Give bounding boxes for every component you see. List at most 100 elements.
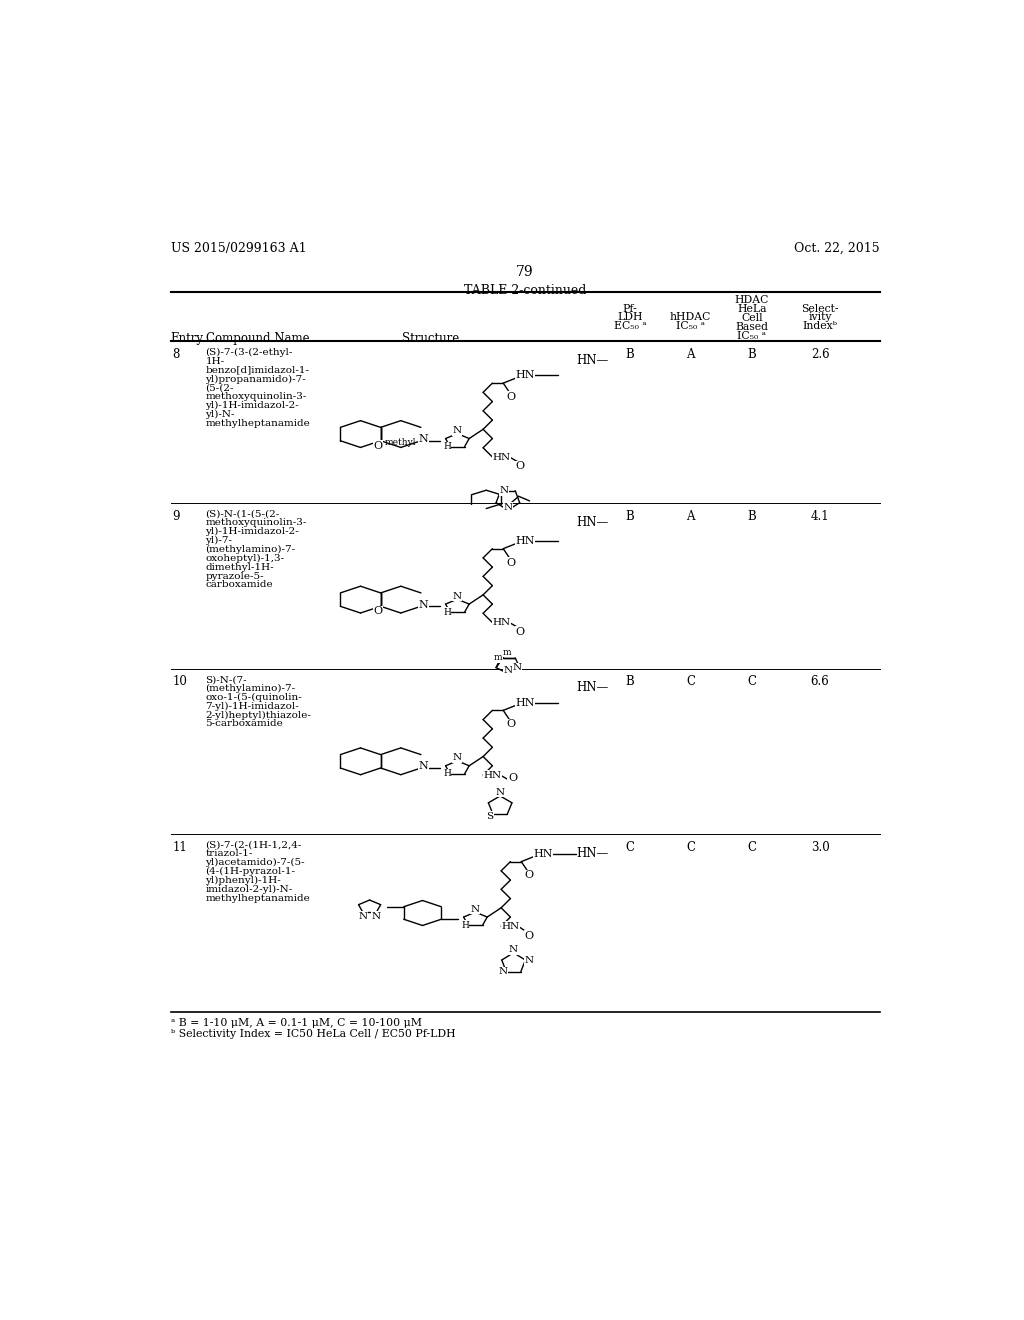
Text: yl)acetamido)-7-(5-: yl)acetamido)-7-(5-	[206, 858, 305, 867]
Text: dimethyl-1H-: dimethyl-1H-	[206, 562, 274, 572]
Text: 4.1: 4.1	[811, 510, 829, 523]
Text: (5-(2-: (5-(2-	[206, 383, 234, 392]
Text: N: N	[358, 912, 368, 920]
Text: HN: HN	[515, 371, 535, 380]
Text: B: B	[748, 510, 757, 523]
Text: 3.0: 3.0	[811, 841, 829, 854]
Text: yl)-N-: yl)-N-	[206, 409, 234, 418]
Text: O: O	[507, 719, 515, 729]
Text: O: O	[374, 606, 383, 616]
Text: HN: HN	[515, 536, 535, 546]
Text: yl)-7-: yl)-7-	[206, 536, 232, 545]
Text: 9: 9	[172, 510, 179, 523]
Text: H: H	[443, 770, 451, 779]
Text: yl)propanamido)-7-: yl)propanamido)-7-	[206, 375, 306, 384]
Text: (S)-7-(2-(1H-1,2,4-: (S)-7-(2-(1H-1,2,4-	[206, 841, 302, 850]
Text: Based: Based	[735, 322, 768, 333]
Text: N: N	[471, 904, 480, 913]
Text: 10: 10	[172, 675, 187, 688]
Text: HN: HN	[534, 849, 553, 859]
Text: yl)phenyl)-1H-: yl)phenyl)-1H-	[206, 876, 282, 886]
Text: methylheptanamide: methylheptanamide	[206, 894, 310, 903]
Text: S: S	[486, 812, 494, 821]
Text: N: N	[499, 486, 508, 495]
Text: HN: HN	[502, 921, 519, 931]
Text: O: O	[524, 870, 534, 880]
Text: HN—: HN—	[575, 681, 608, 694]
Text: Cell: Cell	[741, 313, 763, 323]
Text: IC₅₀ ᵃ: IC₅₀ ᵃ	[676, 321, 706, 331]
Text: (methylamino)-7-: (methylamino)-7-	[206, 545, 296, 554]
Text: O: O	[516, 627, 525, 636]
Text: oxoheptyl)-1,3-: oxoheptyl)-1,3-	[206, 554, 285, 562]
Text: C: C	[686, 841, 695, 854]
Text: A: A	[686, 348, 695, 360]
Text: Select-: Select-	[802, 304, 839, 314]
Text: HN—: HN—	[575, 847, 608, 859]
Text: methoxyquinolin-3-: methoxyquinolin-3-	[206, 392, 307, 401]
Text: N: N	[524, 956, 534, 965]
Text: O: O	[374, 441, 383, 451]
Text: A: A	[686, 510, 695, 523]
Text: B: B	[626, 675, 635, 688]
Text: LDH: LDH	[617, 313, 643, 322]
Text: N: N	[419, 434, 428, 445]
Text: Pf-: Pf-	[623, 304, 638, 314]
Text: H: H	[443, 607, 451, 616]
Text: C: C	[748, 841, 757, 854]
Text: H: H	[443, 442, 451, 451]
Text: Indexᵇ: Indexᵇ	[803, 321, 838, 331]
Text: HeLa: HeLa	[737, 305, 767, 314]
Text: N: N	[453, 591, 462, 601]
Text: HN: HN	[493, 453, 511, 462]
Text: TABLE 2-continued: TABLE 2-continued	[464, 284, 586, 297]
Text: C: C	[686, 675, 695, 688]
Text: N: N	[372, 912, 381, 920]
Text: 5-carboxamide: 5-carboxamide	[206, 719, 284, 729]
Text: methyl: methyl	[385, 438, 416, 447]
Text: (S)-7-(3-(2-ethyl-: (S)-7-(3-(2-ethyl-	[206, 348, 293, 356]
Text: 79: 79	[516, 264, 534, 279]
Text: 11: 11	[172, 841, 187, 854]
Text: Structure: Structure	[401, 331, 459, 345]
Text: 2-yl)heptyl)thiazole-: 2-yl)heptyl)thiazole-	[206, 710, 311, 719]
Text: (4-(1H-pyrazol-1-: (4-(1H-pyrazol-1-	[206, 867, 296, 876]
Text: yl)-1H-imidazol-2-: yl)-1H-imidazol-2-	[206, 527, 299, 536]
Text: H: H	[461, 920, 469, 929]
Text: B: B	[626, 510, 635, 523]
Text: Oct. 22, 2015: Oct. 22, 2015	[795, 242, 880, 255]
Text: benzo[d]imidazol-1-: benzo[d]imidazol-1-	[206, 366, 309, 375]
Text: HN—: HN—	[575, 354, 608, 367]
Text: B: B	[626, 348, 635, 360]
Text: C: C	[626, 841, 635, 854]
Text: 1H-: 1H-	[206, 356, 224, 366]
Text: pyrazole-5-: pyrazole-5-	[206, 572, 264, 581]
Text: N: N	[512, 663, 521, 672]
Text: HN: HN	[515, 698, 535, 708]
Text: ᵇ Selectivity Index = IC50 HeLa Cell / EC50 Pf-LDH: ᵇ Selectivity Index = IC50 HeLa Cell / E…	[171, 1030, 456, 1039]
Text: HN: HN	[493, 618, 511, 627]
Text: 2.6: 2.6	[811, 348, 829, 360]
Text: N: N	[453, 754, 462, 762]
Text: O: O	[507, 557, 515, 568]
Text: ivity: ivity	[808, 313, 831, 322]
Text: S)-N-(7-: S)-N-(7-	[206, 675, 247, 684]
Text: O: O	[524, 931, 534, 941]
Text: ᵃ B = 1-10 μM, A = 0.1-1 μM, C = 10-100 μM: ᵃ B = 1-10 μM, A = 0.1-1 μM, C = 10-100 …	[171, 1018, 422, 1028]
Text: EC₅₀ ᵃ: EC₅₀ ᵃ	[613, 321, 646, 331]
Text: N: N	[419, 762, 428, 771]
Text: (methylamino)-7-: (methylamino)-7-	[206, 684, 296, 693]
Text: oxo-1-(5-(quinolin-: oxo-1-(5-(quinolin-	[206, 693, 302, 702]
Text: Entry: Entry	[171, 331, 204, 345]
Text: N: N	[499, 968, 508, 977]
Text: m: m	[503, 648, 511, 656]
Text: hHDAC: hHDAC	[670, 313, 712, 322]
Text: N: N	[453, 426, 462, 436]
Text: O: O	[516, 461, 525, 471]
Text: methoxyquinolin-3-: methoxyquinolin-3-	[206, 519, 307, 528]
Text: m: m	[494, 653, 503, 663]
Text: O: O	[507, 392, 515, 403]
Text: HN—: HN—	[575, 516, 608, 529]
Text: N: N	[419, 599, 428, 610]
Text: US 2015/0299163 A1: US 2015/0299163 A1	[171, 242, 306, 255]
